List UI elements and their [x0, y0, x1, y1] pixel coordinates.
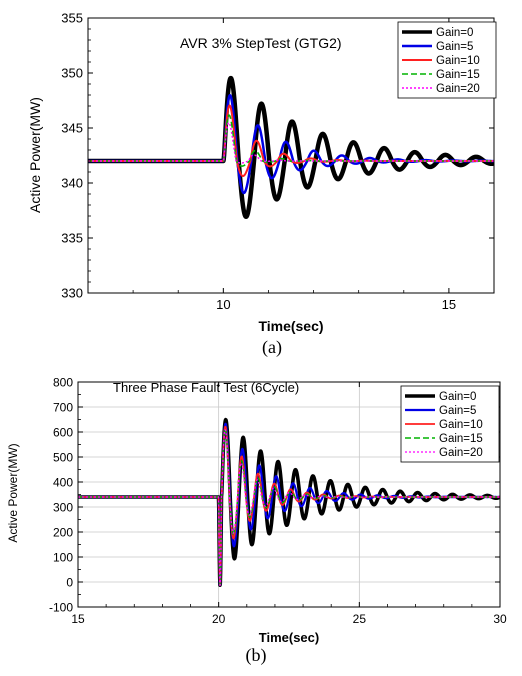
x-tick-label: 10 — [216, 297, 230, 312]
chart-a-caption: (a) — [262, 337, 282, 358]
y-tick-label: 500 — [53, 451, 73, 465]
x-tick-label: 30 — [493, 612, 507, 626]
chart-b-ticks: -100 0 100 200 300 400 500 600 700 800 15 20 25 30 — [49, 376, 507, 627]
chart-b-series-lines — [78, 417, 500, 587]
chart-b-title: Three Phase Fault Test (6Cycle) — [113, 380, 299, 395]
chart-b: -100 0 100 200 300 400 500 600 700 800 15 20 25 30 Th… — [6, 376, 507, 667]
chart-a-legend: Gain=0 Gain=5 Gain=10 Gain=15 Gain=20 — [397, 21, 497, 99]
chart-a-title: AVR 3% StepTest (GTG2) — [180, 35, 342, 51]
legend-label: Gain=5 — [439, 405, 476, 417]
y-tick-label: 600 — [53, 426, 73, 440]
chart-a-x-axis-label: Time(sec) — [258, 318, 323, 334]
chart-b-x-axis-label: Time(sec) — [259, 630, 319, 645]
y-tick-label: 200 — [53, 526, 73, 540]
x-tick-label: 15 — [71, 612, 85, 626]
x-tick-label: 15 — [442, 297, 456, 312]
y-tick-label: 350 — [61, 66, 83, 81]
y-tick-label: -100 — [49, 601, 73, 615]
series-line-gain-0 — [88, 75, 494, 220]
chart-b-legend: Gain=0 Gain=5 Gain=10 Gain=15 Gain=20 — [400, 385, 500, 463]
y-tick-label: 800 — [53, 376, 73, 390]
x-tick-label: 25 — [353, 612, 367, 626]
y-tick-label: 335 — [61, 231, 83, 246]
y-tick-label: 345 — [61, 121, 83, 136]
y-tick-label: 355 — [61, 11, 83, 26]
legend-label: Gain=15 — [436, 69, 480, 81]
series-line-gain-5 — [88, 94, 494, 195]
y-tick-label: 300 — [53, 501, 73, 515]
chart-a: 330 335 340 345 350 355 10 15 AVR 3% StepTest (… — [27, 11, 497, 358]
series-line-gain-15 — [88, 114, 494, 167]
chart-a-plot-frame — [87, 17, 495, 294]
y-tick-label: 400 — [53, 476, 73, 490]
series-line-gain-20 — [78, 429, 500, 586]
chart-a-y-axis-label: Active Power(MW) — [27, 97, 43, 213]
legend-label: Gain=0 — [439, 391, 476, 403]
chart-a-series-lines — [88, 75, 494, 220]
legend-label: Gain=20 — [436, 83, 480, 95]
y-tick-label: 100 — [53, 551, 73, 565]
legend-label: Gain=20 — [439, 447, 483, 459]
y-tick-label: 330 — [61, 286, 83, 301]
legend-label: Gain=10 — [436, 55, 480, 67]
legend-label: Gain=10 — [439, 419, 483, 431]
chart-b-y-axis-label: Active Power(MW) — [6, 443, 20, 542]
chart-b-caption: (b) — [246, 645, 267, 666]
y-tick-label: 340 — [61, 176, 83, 191]
x-tick-label: 20 — [212, 612, 226, 626]
y-tick-label: 0 — [66, 576, 73, 590]
legend-label: Gain=0 — [436, 27, 473, 39]
y-tick-label: 700 — [53, 401, 73, 415]
chart-a-ticks: 330 335 340 345 350 355 10 15 — [61, 11, 495, 312]
legend-label: Gain=15 — [439, 433, 483, 445]
legend-label: Gain=5 — [436, 41, 473, 53]
